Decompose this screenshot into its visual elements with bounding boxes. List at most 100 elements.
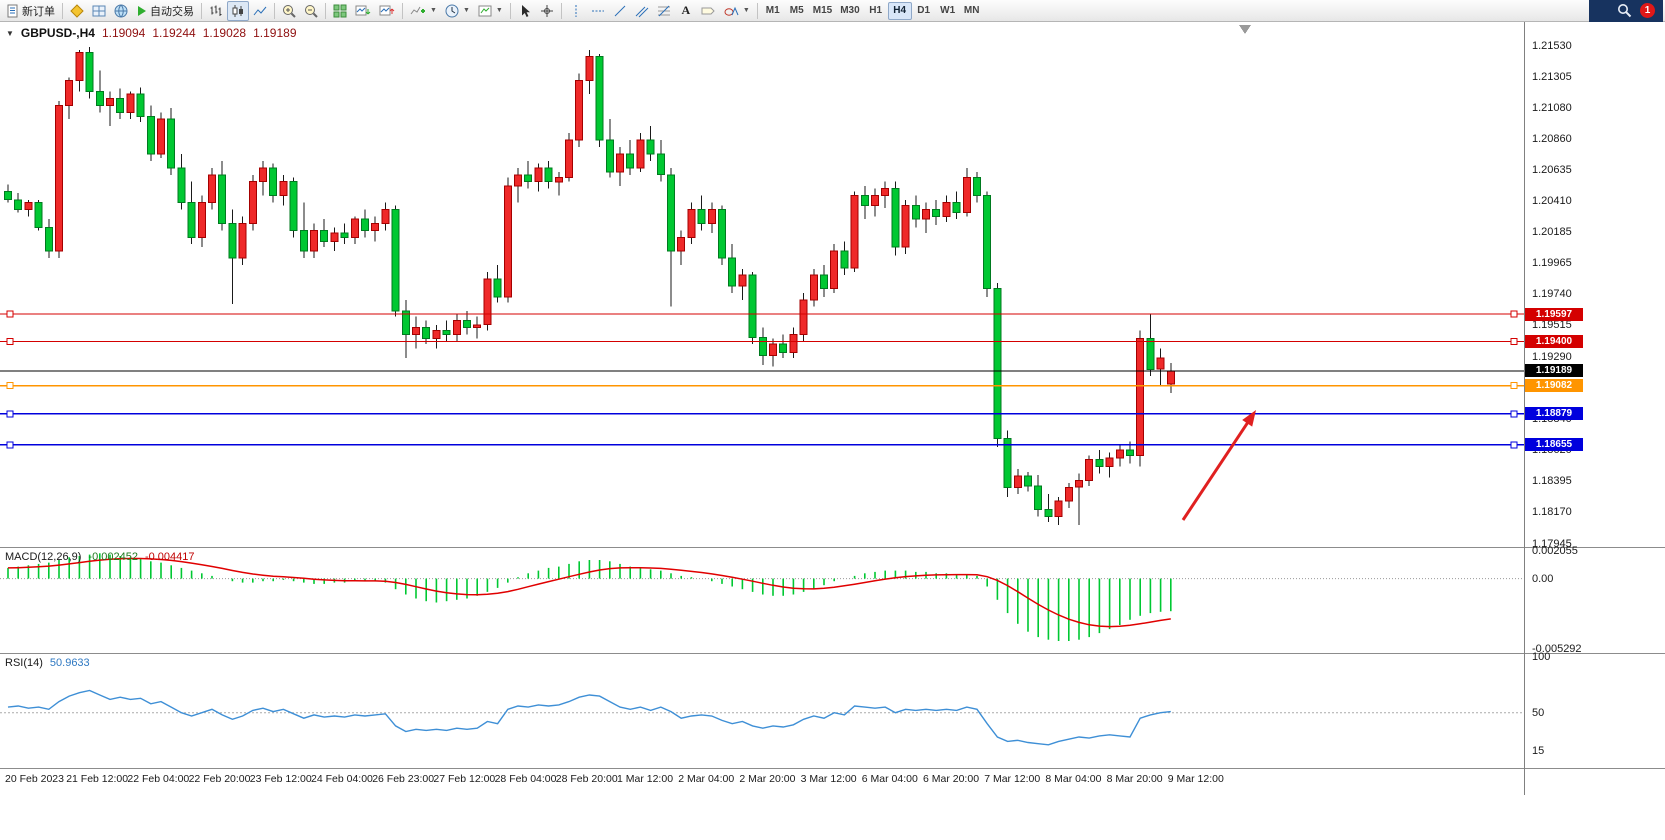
bar-chart-type-button[interactable]: [205, 1, 227, 21]
data-window-button[interactable]: [88, 1, 110, 21]
crosshair-button[interactable]: [536, 1, 558, 21]
zoom-out-button[interactable]: [300, 1, 322, 21]
rsi-scale-label: 50: [1532, 706, 1545, 719]
timeframe-w1-button[interactable]: W1: [936, 2, 960, 20]
new-order-button[interactable]: 新订单: [2, 1, 59, 21]
macd-header: MACD(12,26,9) -0.002452 -0.004417: [5, 551, 195, 563]
price-axis[interactable]: 1.21530 1.21305 1.21080 1.20860 1.20635 1.204…: [1524, 22, 1665, 795]
metaeditor-button[interactable]: [66, 1, 88, 21]
zoom-in-button[interactable]: [278, 1, 300, 21]
price-label: 1.19515: [1532, 319, 1572, 332]
line-handle[interactable]: [1510, 441, 1518, 449]
time-axis[interactable]: 20 Feb 2023 21 Feb 12:00 22 Feb 04:00 22 Fe…: [0, 769, 1665, 795]
timeframe-mn-button[interactable]: MN: [960, 2, 984, 20]
candle: [106, 97, 114, 106]
templates-button[interactable]: ▼: [474, 1, 507, 21]
timeframe-m30-button[interactable]: M30: [836, 2, 863, 20]
candle: [769, 343, 777, 356]
price-label: 1.17945: [1532, 537, 1572, 550]
periods-button[interactable]: ▼: [441, 1, 474, 21]
notification-badge[interactable]: 1: [1640, 3, 1655, 18]
chart-shift-marker[interactable]: [1239, 25, 1251, 34]
candle: [993, 288, 1002, 440]
timeframe-m15-button[interactable]: M15: [809, 2, 836, 20]
line-handle[interactable]: [1510, 382, 1518, 390]
new-order-icon: [6, 4, 19, 18]
line-handle[interactable]: [6, 441, 14, 449]
candle: [922, 209, 930, 220]
rsi-label: RSI(14): [5, 657, 43, 669]
time-label: 2 Mar 20:00: [739, 773, 796, 785]
pane-separator[interactable]: [0, 653, 1665, 654]
rsi-value: 50.9633: [49, 657, 90, 669]
shapes-button[interactable]: ▼: [720, 1, 754, 21]
auto-trading-button[interactable]: 自动交易: [132, 1, 198, 21]
chart-list-button[interactable]: [351, 1, 375, 21]
timeframe-h1-button[interactable]: H1: [864, 2, 888, 20]
candle: [616, 153, 624, 173]
candle: [248, 181, 257, 224]
price-tag: 1.18879: [1525, 407, 1583, 421]
line-handle[interactable]: [6, 410, 14, 418]
label-tag-icon: [701, 5, 716, 17]
line-handle[interactable]: [6, 310, 14, 318]
one-click-trading-toggle[interactable]: ▼: [6, 28, 14, 38]
line-chart-type-button[interactable]: [249, 1, 271, 21]
cursor-arrow-icon: [519, 4, 531, 18]
candlestick-icon: [231, 4, 245, 18]
text-label-button[interactable]: [697, 1, 720, 21]
timeframe-h4-button[interactable]: H4: [887, 1, 912, 20]
chart-area[interactable]: ▼ GBPUSD-,H4 1.19094 1.19244 1.19028 1.1…: [0, 22, 1665, 840]
vertical-line-button[interactable]: [565, 1, 587, 21]
pane-separator[interactable]: [0, 768, 1665, 769]
symbol-timeframe-label: GBPUSD-,H4: [20, 26, 95, 40]
candle: [911, 204, 920, 220]
candle: [279, 181, 288, 197]
line-handle[interactable]: [1510, 410, 1518, 418]
line-handle[interactable]: [1510, 310, 1518, 318]
trendline-button[interactable]: [609, 1, 631, 21]
toolbar-separator: [325, 2, 326, 19]
candle: [830, 250, 839, 290]
line-handle[interactable]: [1510, 337, 1518, 345]
time-label: 8 Mar 20:00: [1106, 773, 1163, 785]
horizontal-line-button[interactable]: [587, 1, 609, 21]
search-icon[interactable]: [1617, 3, 1632, 18]
channel-button[interactable]: [631, 1, 653, 21]
candle: [687, 209, 696, 238]
chart-profile-button[interactable]: [375, 1, 399, 21]
timeframe-m5-button[interactable]: M5: [785, 2, 809, 20]
text-button[interactable]: A: [675, 1, 697, 21]
arrow-head[interactable]: [1242, 410, 1256, 427]
new-order-label: 新订单: [22, 5, 55, 18]
pane-separator[interactable]: [0, 547, 1665, 548]
line-handle[interactable]: [6, 382, 14, 390]
crosshair-icon: [540, 4, 554, 18]
price-chart[interactable]: [0, 22, 1524, 547]
candlestick-chart-type-button[interactable]: [227, 0, 249, 21]
candle: [534, 167, 543, 183]
line-handle[interactable]: [6, 337, 14, 345]
arrow-annotation[interactable]: [1181, 415, 1253, 521]
navigator-button[interactable]: [110, 1, 132, 21]
time-label: 22 Feb 04:00: [127, 773, 190, 785]
candle: [789, 334, 798, 354]
timeframe-m1-button[interactable]: M1: [761, 2, 785, 20]
line-chart-icon: [253, 4, 267, 18]
time-label: 23 Feb 12:00: [249, 773, 312, 785]
cursor-button[interactable]: [514, 1, 536, 21]
fibonacci-button[interactable]: [653, 1, 675, 21]
indicators-button[interactable]: ▼: [406, 1, 441, 21]
rsi-pane[interactable]: [0, 654, 1524, 768]
price-tag: 1.19082: [1525, 379, 1583, 393]
time-label: 6 Mar 20:00: [923, 773, 980, 785]
candle: [1013, 475, 1022, 488]
time-label: 26 Feb 23:00: [372, 773, 435, 785]
candle: [350, 218, 359, 238]
macd-pane[interactable]: [0, 548, 1524, 653]
tile-windows-button[interactable]: [329, 1, 351, 21]
toolbar-separator: [62, 2, 63, 19]
time-label: 27 Feb 12:00: [433, 773, 496, 785]
timeframe-d1-button[interactable]: D1: [912, 2, 936, 20]
notification-area[interactable]: 1: [1589, 0, 1663, 22]
